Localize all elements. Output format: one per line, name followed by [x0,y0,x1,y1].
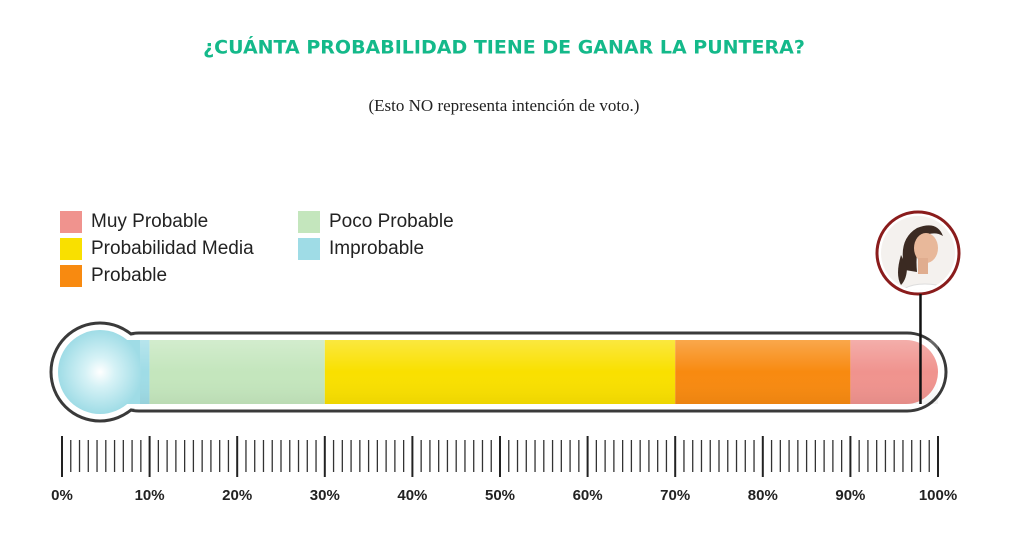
x-tick-label: 90% [835,487,865,504]
subtitle: (Esto NO representa intención de voto.) [369,96,640,115]
legend-swatch [298,238,320,260]
x-tick-label: 60% [573,487,603,504]
legend-label: Improbable [329,238,424,259]
legend-swatch [60,238,82,260]
legend-swatch [60,211,82,233]
x-tick-label: 50% [485,487,515,504]
legend-swatch [60,265,82,287]
x-tick-label: 10% [135,487,165,504]
x-tick-label: 0% [51,487,73,504]
legend-swatch [298,211,320,233]
legend-label: Probable [91,265,167,286]
legend-label: Muy Probable [91,211,208,232]
tube-shine [140,340,938,404]
legend-label: Poco Probable [329,211,454,232]
x-tick-label: 100% [919,487,957,504]
chart-title: ¿CUÁNTA PROBABILIDAD TIENE DE GANAR LA P… [203,36,805,59]
x-tick-label: 30% [310,487,340,504]
x-tick-label: 20% [222,487,252,504]
x-tick-label: 40% [397,487,427,504]
x-tick-label: 70% [660,487,690,504]
legend-label: Probabilidad Media [91,238,254,259]
segment-bulb [58,330,142,414]
x-tick-label: 80% [748,487,778,504]
candidate-avatar [875,210,961,296]
